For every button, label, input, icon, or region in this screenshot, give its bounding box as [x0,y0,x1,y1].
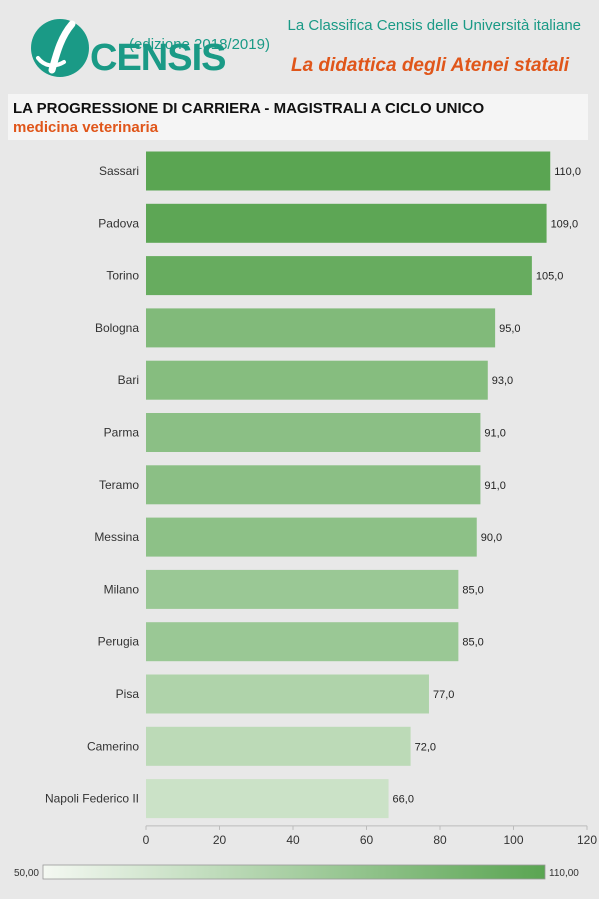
bar-chart: Sassari 110,0 Padova 109,0 Torino 105,0 Bologn… [45,151,597,847]
bar [146,203,547,243]
category-label: Milano [104,582,140,596]
category-label: Parma [104,426,140,440]
bar [146,413,481,452]
value-label: 85,0 [462,584,483,596]
category-label: Teramo [99,478,139,492]
category-label: Sassari [99,164,139,178]
bar [146,360,488,400]
gradient-legend: 50,00 110,00 [14,864,579,880]
category-label: Bologna [95,321,139,335]
chart-subtitle: medicina veterinaria [13,119,159,136]
value-label: 66,0 [393,794,414,806]
legend-max-label: 110,00 [549,868,579,879]
x-tick-label: 60 [360,833,374,847]
category-label: Camerino [87,739,139,753]
x-tick-label: 100 [503,833,523,847]
legend-min-label: 50,00 [14,868,39,879]
value-label: 93,0 [492,375,513,387]
x-tick-label: 0 [143,833,150,847]
value-label: 95,0 [499,323,520,335]
value-label: 85,0 [462,637,483,649]
value-label: 109,0 [551,218,579,230]
x-tick-label: 40 [286,833,300,847]
header-line-2: (edizione 2018/2019) [129,36,270,53]
value-label: 77,0 [433,689,454,701]
bar [146,517,477,557]
category-label: Bari [118,373,139,387]
bar [146,151,551,191]
bar [146,465,481,505]
value-label: 91,0 [484,480,505,492]
bar [146,622,459,662]
bar [146,569,459,609]
bar [146,674,429,714]
x-tick-label: 120 [577,833,597,847]
category-label: Napoli Federico II [45,792,139,806]
bar [146,308,496,348]
value-label: 91,0 [484,428,505,440]
value-label: 72,0 [415,741,436,753]
header-line-1: La Classifica Censis delle Università it… [287,17,581,34]
chart-title: LA PROGRESSIONE DI CARRIERA - MAGISTRALI… [13,100,485,117]
category-label: Messina [94,530,139,544]
bar [146,726,411,766]
category-label: Perugia [98,635,140,649]
value-label: 105,0 [536,271,564,283]
category-label: Torino [106,269,139,283]
chart-title-box: LA PROGRESSIONE DI CARRIERA - MAGISTRALI… [8,94,588,140]
category-label: Padova [98,216,139,230]
category-label: Pisa [116,687,140,701]
x-tick-label: 20 [213,833,227,847]
bar [146,256,532,296]
header-line-3: La didattica degli Atenei statali [290,55,569,76]
logo-text: CENSIS [90,37,225,78]
value-label: 110,0 [554,166,581,178]
x-tick-label: 80 [433,833,447,847]
legend-gradient-bar [42,864,546,880]
value-label: 90,0 [481,532,502,544]
bar [146,779,389,819]
censis-logo: CENSIS [31,19,226,78]
